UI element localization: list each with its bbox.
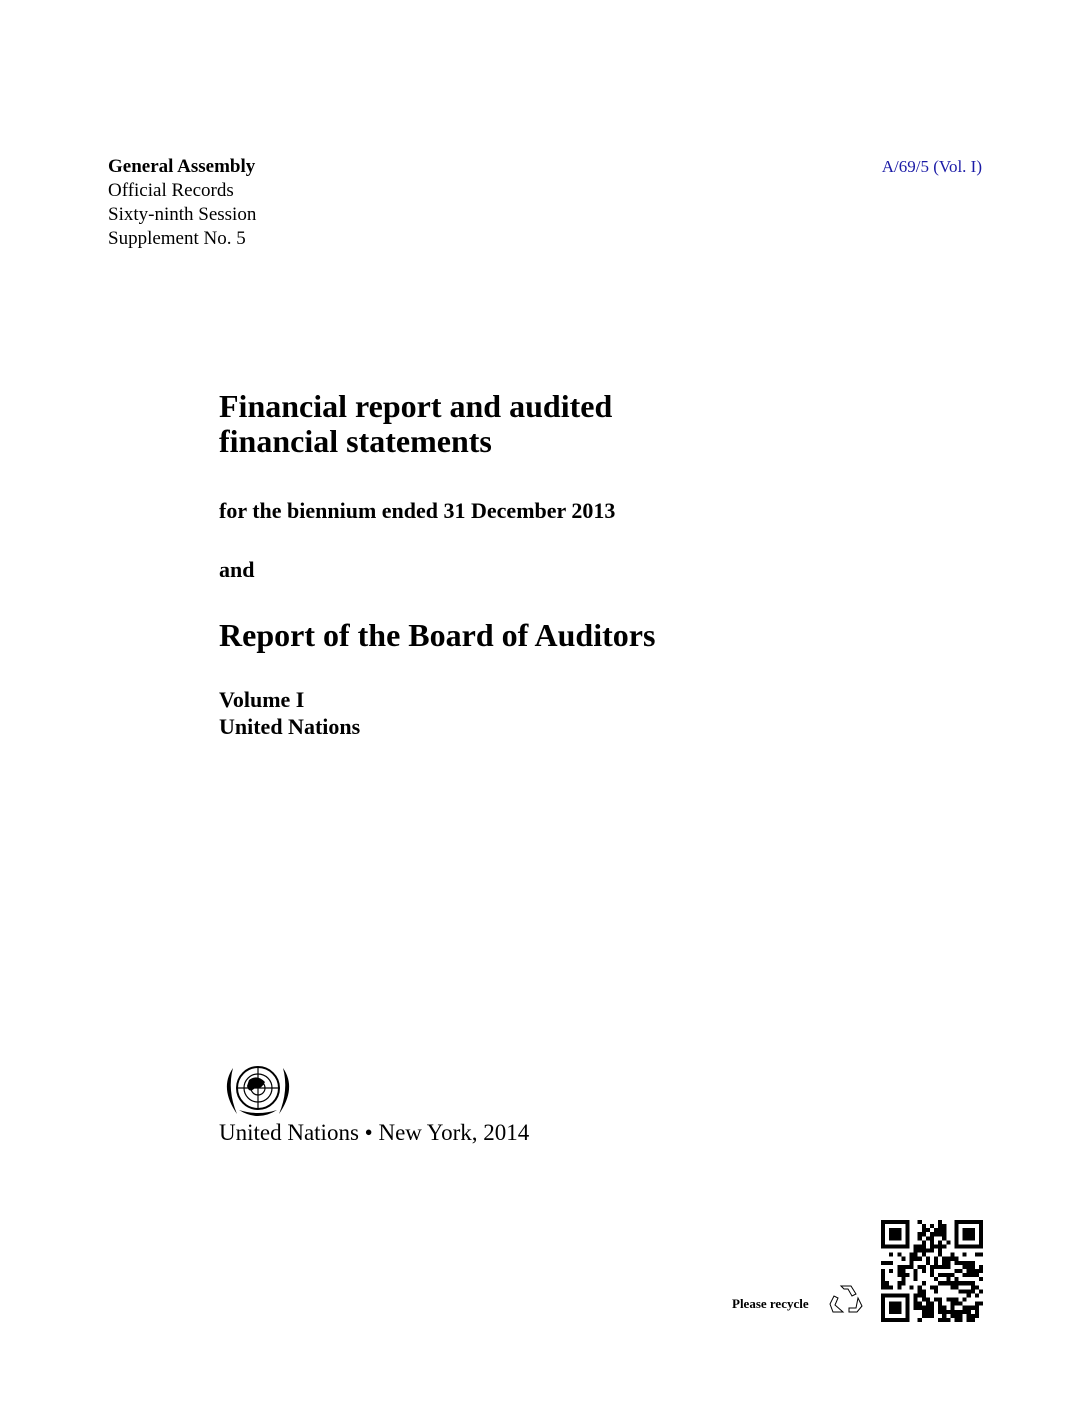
un-emblem-icon [226,1066,290,1116]
place-year: New York, 2014 [378,1120,530,1145]
document-symbol: A/69/5 (Vol. I) [881,157,982,176]
title-line-1: Financial report and audited [219,388,613,424]
qr-code-icon [881,1220,983,1322]
official-records: Official Records [108,180,234,201]
imprint: United Nations • New York, 2014 [219,1120,529,1146]
volume: Volume I [219,687,305,712]
period: for the biennium ended 31 December 2013 [219,498,616,523]
session: Sixty-ninth Session [108,204,257,225]
conjunction: and [219,557,255,582]
title-line-2: financial statements [219,423,492,459]
recycle-label: Please recycle [732,1296,809,1311]
organ-name: General Assembly [108,156,256,177]
entity: United Nations [219,714,361,739]
separator: • [364,1120,373,1145]
report-title: Report of the Board of Auditors [219,617,656,653]
publisher: United Nations [219,1120,359,1145]
recycle-icon [829,1285,863,1313]
supplement: Supplement No. 5 [108,228,246,249]
